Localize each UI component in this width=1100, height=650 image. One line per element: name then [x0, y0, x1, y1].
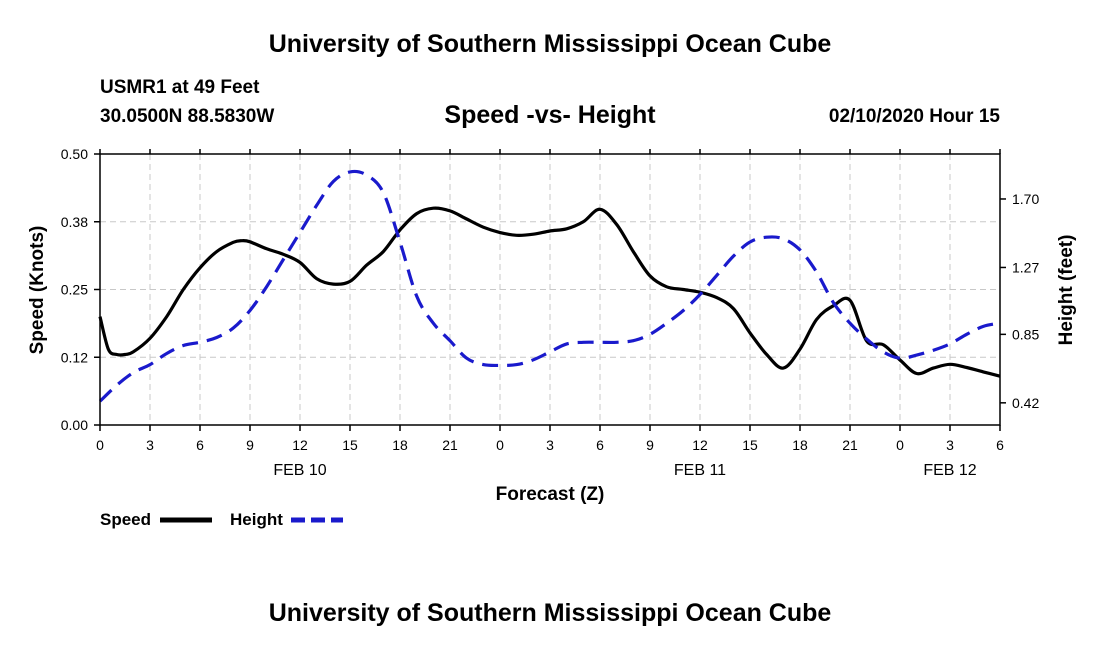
- station-label: USMR1 at 49 Feet: [100, 77, 260, 98]
- x-tick-label: 15: [342, 437, 358, 453]
- grid: [100, 154, 1000, 425]
- x-tick-label: 3: [946, 437, 954, 453]
- forecast-datetime: 02/10/2020 Hour 15: [828, 106, 1000, 127]
- x-tick-label: 6: [596, 437, 604, 453]
- x-tick-label: 12: [692, 437, 708, 453]
- y-tick-label: 0.25: [61, 282, 88, 298]
- x-tick-label: 3: [146, 437, 154, 453]
- x-tick-label: 21: [842, 437, 858, 453]
- x-tick-label: 9: [646, 437, 654, 453]
- x-tick-label: 6: [996, 437, 1004, 453]
- y-tick-label: 0.00: [61, 417, 88, 433]
- height-series-line: [98, 169, 1001, 403]
- y-tick-label: 0.50: [61, 146, 88, 162]
- y2-tick-label: 1.70: [1012, 191, 1039, 207]
- x-tick-label: 12: [292, 437, 308, 453]
- x-tick-label: 0: [496, 437, 504, 453]
- x-tick-label: 18: [392, 437, 408, 453]
- footer-title: University of Southern Mississippi Ocean…: [268, 599, 832, 627]
- legend-label-height: Height: [230, 510, 283, 529]
- legend: Speed Height: [100, 510, 343, 529]
- x-tick-label: 6: [196, 437, 204, 453]
- y-axis-label: Speed (Knots): [27, 226, 48, 355]
- legend-label-speed: Speed: [100, 510, 151, 529]
- chart-title: University of Southern Mississippi Ocean…: [268, 30, 832, 58]
- x-axis-label: Forecast (Z): [496, 484, 605, 505]
- x-tick-label: 18: [792, 437, 808, 453]
- y-tick-label: 0.38: [61, 214, 88, 230]
- series-group: [98, 169, 1001, 403]
- y2-axis-label: Height (feet): [1056, 235, 1077, 346]
- station-coordinates: 30.0500N 88.5830W: [100, 106, 275, 127]
- y-tick-label: 0.12: [61, 349, 88, 365]
- x-tick-label: 0: [896, 437, 904, 453]
- y2-tick-label: 0.85: [1012, 326, 1039, 342]
- y2-tick-label: 0.42: [1012, 395, 1039, 411]
- x-tick-label: 0: [96, 437, 104, 453]
- date-label: FEB 11: [674, 462, 726, 479]
- x-tick-label: 21: [442, 437, 458, 453]
- x-tick-label: 3: [546, 437, 554, 453]
- date-label: FEB 10: [273, 462, 326, 479]
- speed-series-line: [98, 206, 1001, 378]
- chart-subtitle: Speed -vs- Height: [444, 101, 656, 129]
- x-tick-label: 9: [246, 437, 254, 453]
- axes: 0 3 6 9 12 15 18 21 0 3 6 9 12 15 18 21 0 3 6 0.00 0.12 0.25 0…: [61, 146, 1040, 479]
- y2-tick-label: 1.27: [1012, 259, 1039, 275]
- date-label: FEB 12: [923, 462, 976, 479]
- x-tick-label: 15: [742, 437, 758, 453]
